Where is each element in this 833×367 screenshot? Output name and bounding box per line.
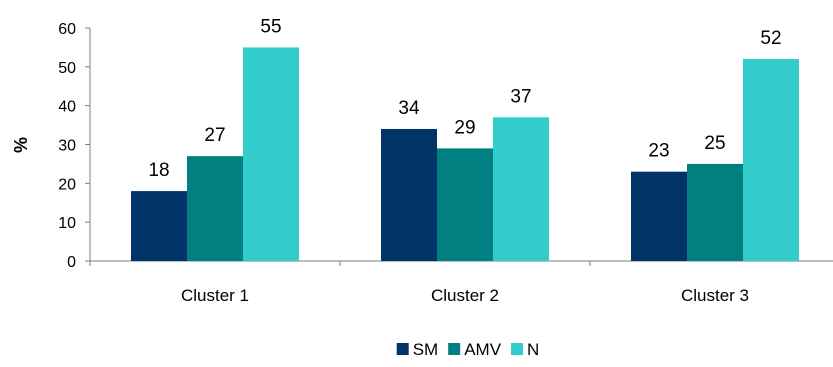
- y-tick-label: 10: [58, 215, 76, 232]
- bar-amv-3: [687, 163, 743, 261]
- data-label: 52: [760, 28, 781, 49]
- x-category-label: Cluster 2: [431, 286, 499, 305]
- y-tick-label: 40: [58, 99, 76, 116]
- x-category-label: Cluster 3: [681, 286, 749, 305]
- data-labels-group: 18 27 55 34 29 37 23 25 52: [148, 16, 781, 181]
- legend-label: N: [527, 340, 539, 359]
- x-axis: Cluster 1 Cluster 2 Cluster 3: [89, 260, 833, 305]
- y-axis: 0 10 20 30 40 50 60: [58, 21, 91, 271]
- data-label: 34: [398, 98, 420, 119]
- data-label: 23: [648, 141, 669, 162]
- y-tick-label: 20: [58, 176, 76, 193]
- data-label: 25: [704, 133, 725, 154]
- legend-swatch-n: [511, 343, 524, 355]
- y-tick-label: 30: [58, 138, 76, 155]
- bar-sm-2: [381, 128, 437, 261]
- legend-label: AMV: [464, 340, 502, 359]
- legend: SM AMV N: [396, 340, 539, 359]
- bar-n-2: [493, 117, 549, 261]
- bars-group: [131, 47, 799, 261]
- legend-swatch-sm: [396, 343, 409, 355]
- y-tick-label: 50: [58, 60, 76, 77]
- data-label: 29: [454, 117, 475, 138]
- bar-amv-1: [187, 156, 243, 261]
- bar-n-3: [743, 59, 799, 261]
- bar-sm-1: [131, 191, 187, 261]
- data-label: 37: [510, 86, 531, 107]
- bar-amv-2: [437, 148, 493, 261]
- data-label: 18: [148, 160, 169, 181]
- y-tick-label: 60: [58, 21, 76, 38]
- y-axis-title: %: [11, 137, 31, 153]
- y-tick-label: 0: [67, 254, 76, 271]
- data-label: 55: [260, 16, 281, 37]
- x-category-label: Cluster 1: [181, 286, 249, 305]
- data-label: 27: [204, 125, 225, 146]
- bar-sm-3: [631, 171, 687, 261]
- legend-label: SM: [413, 340, 439, 359]
- legend-swatch-amv: [448, 343, 461, 355]
- bar-n-1: [243, 47, 299, 261]
